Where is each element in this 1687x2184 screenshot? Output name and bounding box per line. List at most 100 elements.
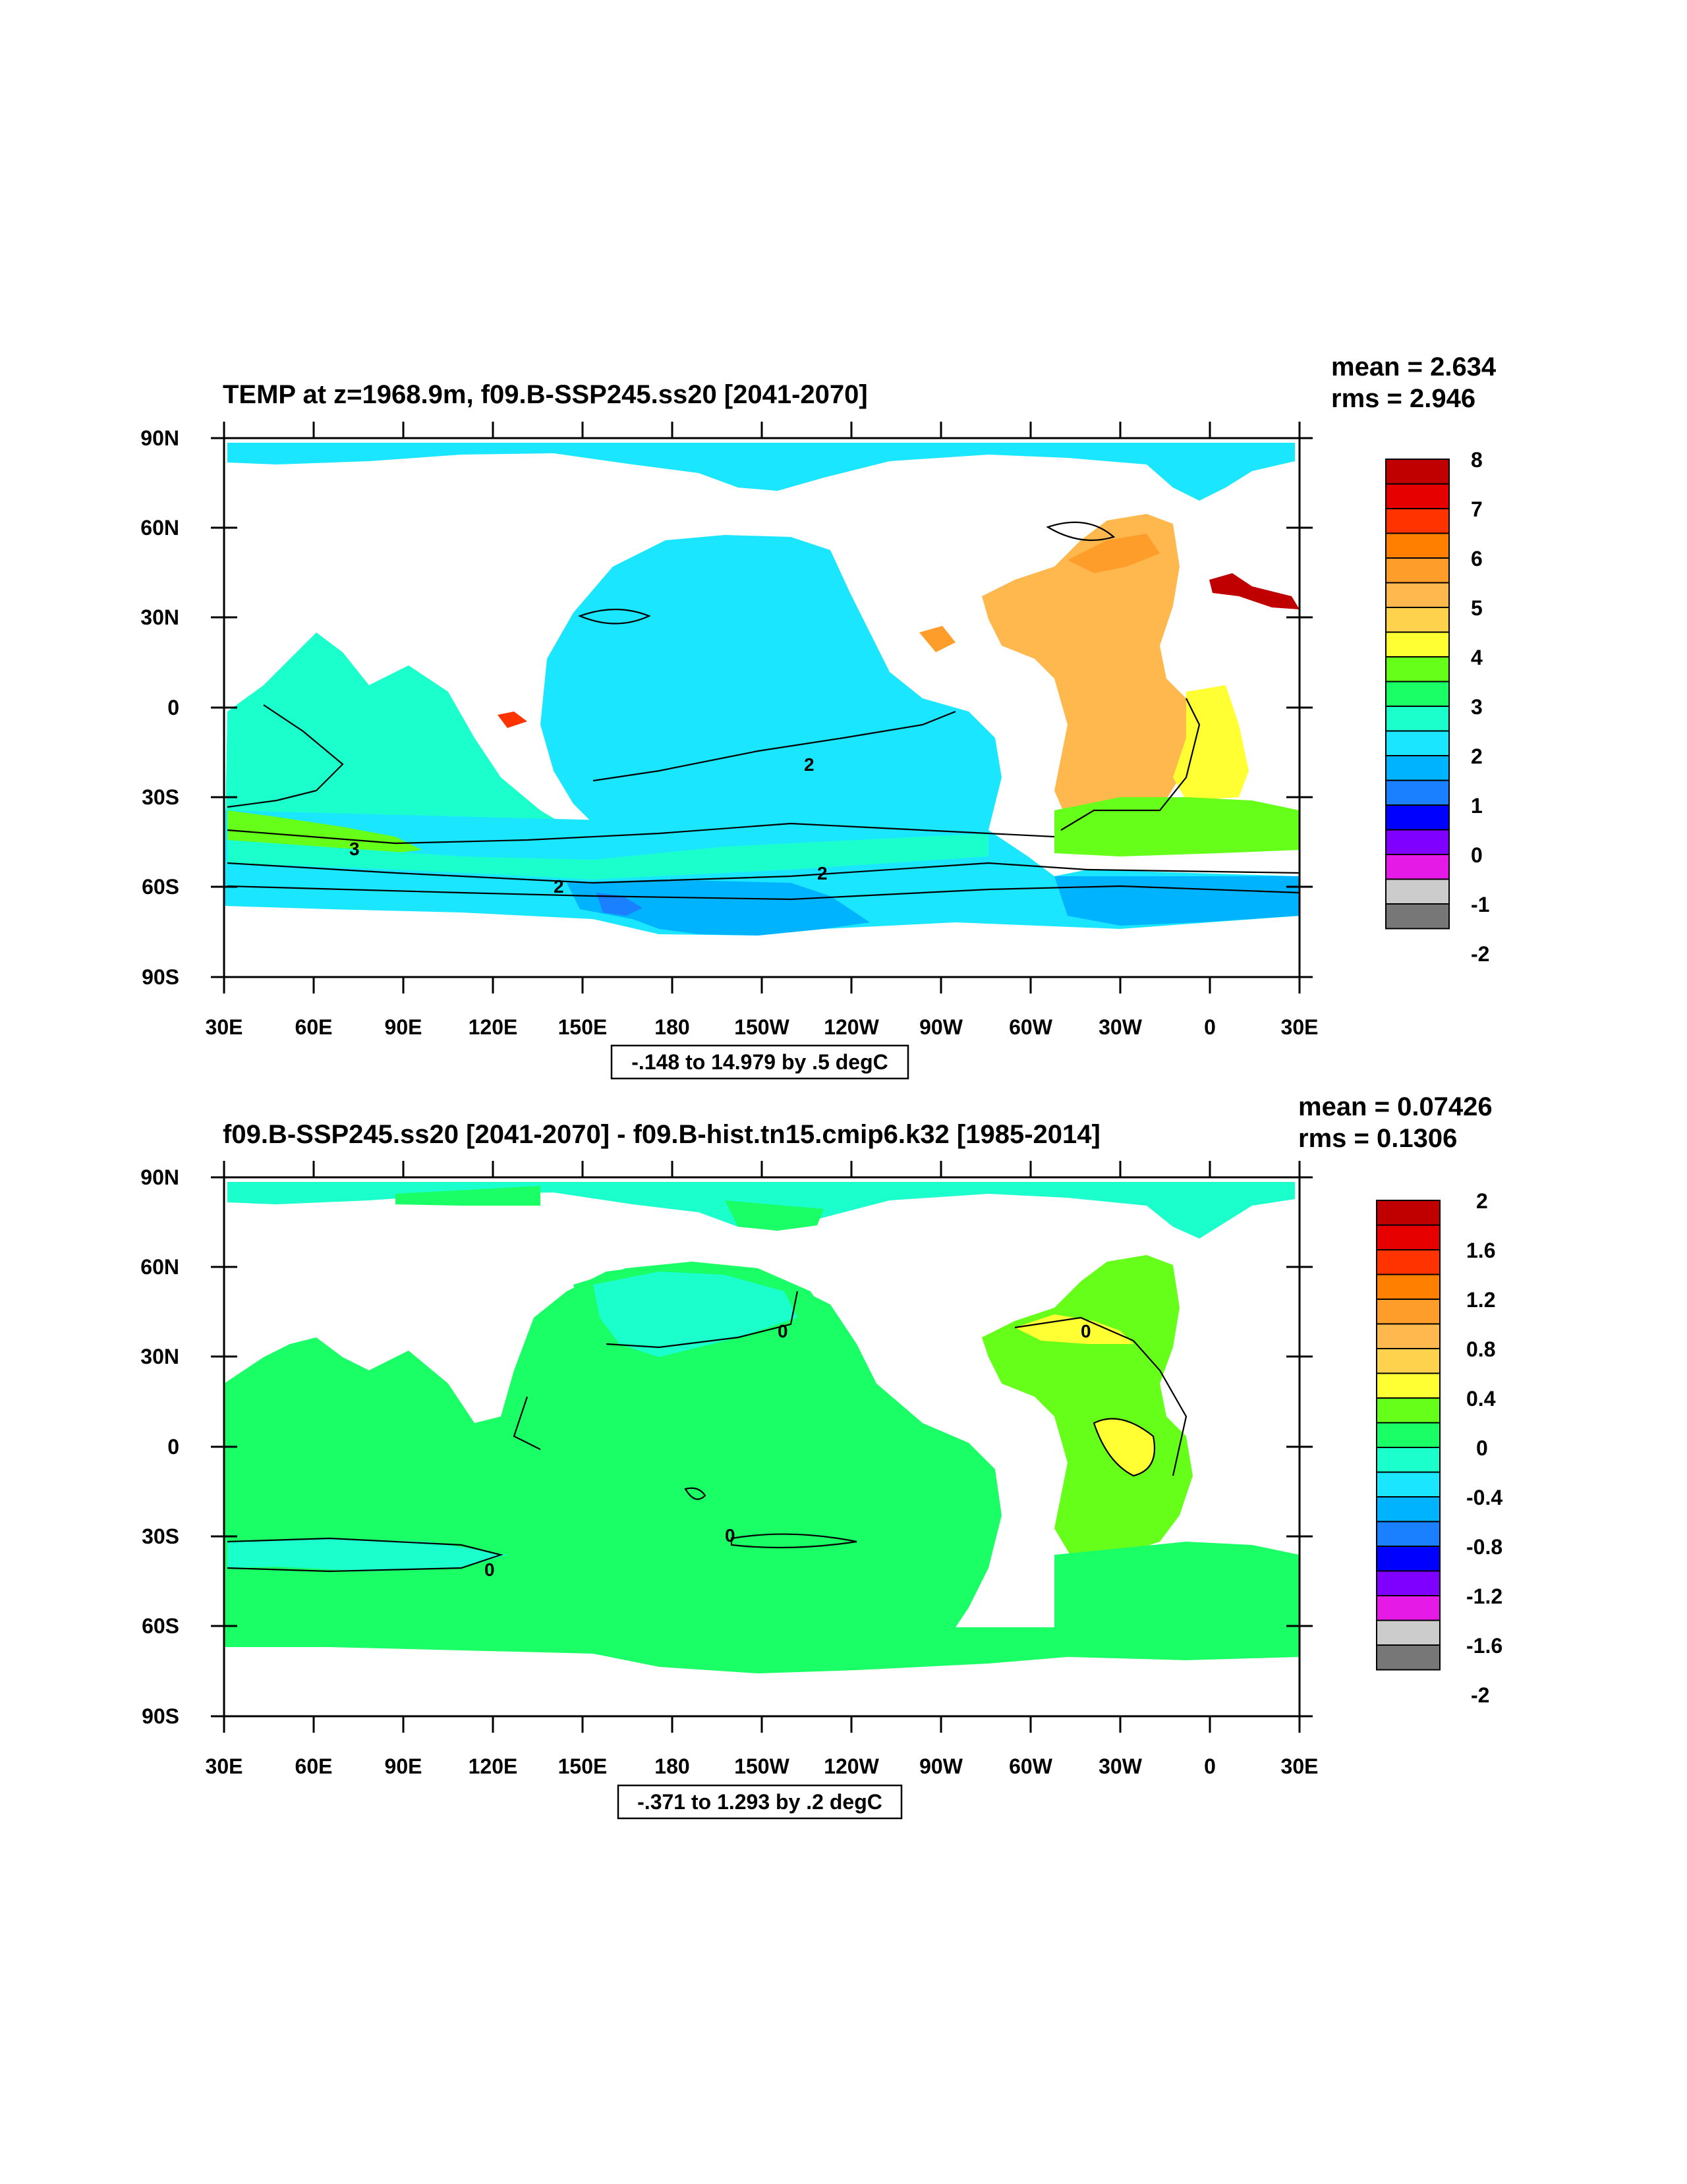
lat-label: 30N bbox=[140, 1345, 179, 1368]
p1-atlantic-green bbox=[1054, 797, 1300, 856]
p2-contour-label: 0 bbox=[484, 1559, 495, 1580]
panel-2-colorbar-labels: 2 1.6 1.2 0.8 0.4 0 -0.4 -0.8 -1.2 -1.6 … bbox=[1466, 1189, 1502, 1707]
lon-label: 30E bbox=[1281, 1754, 1319, 1778]
colorbar-swatch bbox=[1376, 1644, 1441, 1671]
lon-label: 150W bbox=[734, 1754, 789, 1778]
p1-arctic bbox=[227, 443, 1295, 501]
p1-contour bbox=[1060, 698, 1201, 831]
lat-label: 60S bbox=[142, 875, 179, 899]
panel-2-rms: rms = 0.1306 bbox=[1298, 1124, 1457, 1153]
colorbar-swatch bbox=[1376, 1274, 1441, 1300]
p2-contour bbox=[606, 1291, 799, 1349]
colorbar-swatch bbox=[1385, 706, 1450, 732]
p1-atlantic-north bbox=[1068, 534, 1160, 573]
colorbar-label: 8 bbox=[1471, 448, 1483, 472]
panel-2-lat-labels: 90N 60N 30N 0 30S 60S 90S bbox=[140, 1165, 179, 1728]
p2-contour-label: 0 bbox=[725, 1525, 735, 1546]
lat-label: 0 bbox=[167, 696, 179, 719]
colorbar-label: -1.2 bbox=[1466, 1584, 1502, 1608]
lon-label: 90W bbox=[919, 1015, 963, 1039]
colorbar-swatch bbox=[1376, 1471, 1441, 1498]
colorbar-swatch bbox=[1376, 1249, 1441, 1275]
colorbar-label: -2 bbox=[1471, 1683, 1489, 1707]
colorbar-label: -1.6 bbox=[1466, 1634, 1502, 1658]
colorbar-label: 0.4 bbox=[1466, 1387, 1496, 1411]
lon-label: 150E bbox=[558, 1754, 608, 1778]
panel-1-lon-labels: 30E 60E 90E 120E 150E 180 150W 120W 90W … bbox=[206, 1015, 1319, 1039]
panel-1-map: 2 2 2 3 bbox=[223, 437, 1301, 978]
colorbar-swatch bbox=[1376, 1546, 1441, 1572]
lon-label: 120W bbox=[824, 1754, 879, 1778]
colorbar-label: 1 bbox=[1471, 794, 1483, 818]
colorbar-swatch bbox=[1376, 1521, 1441, 1547]
panel-2-lon-labels: 30E 60E 90E 120E 150E 180 150W 120W 90W … bbox=[206, 1754, 1319, 1778]
lon-label: 30W bbox=[1099, 1754, 1143, 1778]
colorbar-label: -0.4 bbox=[1466, 1486, 1502, 1509]
colorbar-label: 7 bbox=[1471, 497, 1483, 521]
p2-contour bbox=[684, 1487, 706, 1500]
colorbar-label: -0.8 bbox=[1466, 1535, 1502, 1559]
colorbar-swatch bbox=[1376, 1224, 1441, 1250]
lon-label: 150W bbox=[734, 1015, 789, 1039]
panel-2-mean: mean = 0.07426 bbox=[1298, 1092, 1493, 1121]
colorbar-label: 3 bbox=[1471, 695, 1483, 719]
panel-1-rms: rms = 2.946 bbox=[1331, 384, 1475, 413]
lon-label: 150E bbox=[558, 1015, 608, 1039]
p1-red-sea bbox=[498, 712, 527, 728]
p2-contour bbox=[513, 1396, 541, 1450]
panel-1-colorbar bbox=[1385, 459, 1450, 930]
p2-contour-label: 0 bbox=[778, 1321, 788, 1341]
colorbar-swatch bbox=[1376, 1619, 1441, 1646]
lon-label: 180 bbox=[654, 1754, 689, 1778]
colorbar-swatch bbox=[1385, 878, 1450, 905]
lon-label: 60W bbox=[1009, 1754, 1053, 1778]
colorbar-swatch bbox=[1376, 1323, 1441, 1349]
lon-label: 120E bbox=[469, 1015, 518, 1039]
lat-label: 30N bbox=[140, 605, 179, 629]
colorbar-swatch bbox=[1376, 1299, 1441, 1325]
colorbar-label: 5 bbox=[1471, 596, 1483, 620]
p1-contour bbox=[227, 862, 1300, 884]
colorbar-swatch bbox=[1376, 1200, 1441, 1226]
panel-2-lon-ticks bbox=[223, 1161, 1301, 1733]
p1-contour-label: 2 bbox=[817, 863, 828, 883]
lon-label: 60W bbox=[1009, 1015, 1053, 1039]
lon-label: 30E bbox=[206, 1754, 243, 1778]
p1-contour bbox=[227, 704, 344, 808]
p2-indian-teal bbox=[227, 1538, 507, 1571]
colorbar-swatch bbox=[1385, 508, 1450, 534]
p2-atlantic bbox=[982, 1255, 1193, 1561]
panel-2-range-label: -.371 to 1.293 by .2 degC bbox=[637, 1790, 882, 1814]
lat-label: 60S bbox=[142, 1614, 179, 1638]
lon-label: 60E bbox=[295, 1015, 333, 1039]
panel-2-colorbar bbox=[1376, 1200, 1441, 1671]
lon-label: 90E bbox=[385, 1754, 422, 1778]
colorbar-swatch bbox=[1385, 854, 1450, 880]
panel-1-range-box bbox=[610, 1044, 909, 1080]
colorbar-swatch bbox=[1385, 483, 1450, 509]
p1-southern-teal bbox=[227, 833, 988, 880]
colorbar-swatch bbox=[1376, 1496, 1441, 1523]
p1-atlantic-yellow bbox=[1173, 685, 1249, 800]
panel-2-range-box bbox=[617, 1784, 903, 1820]
colorbar-swatch bbox=[1385, 681, 1450, 707]
lat-label: 0 bbox=[167, 1435, 179, 1459]
colorbar-label: 1.6 bbox=[1466, 1239, 1495, 1262]
colorbar-swatch bbox=[1385, 607, 1450, 633]
colorbar-swatch bbox=[1376, 1422, 1441, 1448]
p1-contour bbox=[1046, 521, 1116, 542]
lat-label: 90N bbox=[140, 426, 179, 450]
colorbar-swatch bbox=[1385, 829, 1450, 855]
colorbar-swatch bbox=[1376, 1570, 1441, 1596]
p2-contour bbox=[730, 1533, 857, 1549]
p2-atlantic-yellow2 bbox=[1094, 1418, 1155, 1476]
p1-contour-label: 2 bbox=[804, 754, 815, 775]
colorbar-swatch bbox=[1385, 804, 1450, 831]
p1-contour-label: 3 bbox=[349, 839, 360, 859]
colorbar-swatch bbox=[1376, 1348, 1441, 1374]
colorbar-label: 0 bbox=[1476, 1436, 1488, 1460]
p1-contour bbox=[577, 608, 651, 625]
colorbar-label: 0.8 bbox=[1466, 1337, 1495, 1361]
lon-label: 30W bbox=[1099, 1015, 1143, 1039]
lon-label: 120E bbox=[469, 1754, 518, 1778]
